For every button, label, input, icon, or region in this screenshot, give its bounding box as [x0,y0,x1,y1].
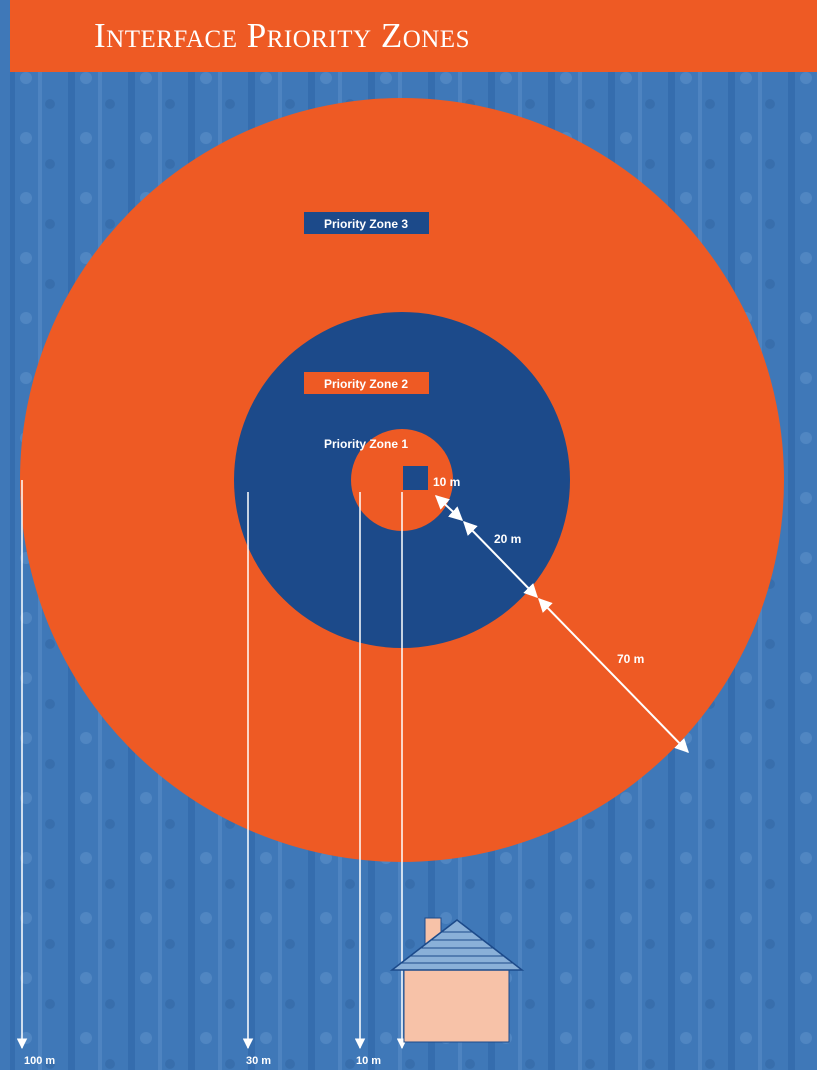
zone-2-width-label: 20 m [494,532,521,546]
zone-2-label-box [304,372,429,394]
zone-3-width-label: 70 m [617,652,644,666]
priority-zone-1-circle [351,429,453,531]
house-footprint [403,466,428,490]
page-title: Interface Priority Zones [94,16,470,55]
zone-3-label: Priority Zone 3 [324,217,408,231]
radius-10m-label: 10 m [356,1055,381,1067]
radius-100m-label: 100 m [24,1055,55,1067]
house-icon [389,917,525,1043]
zone-1-label: Priority Zone 1 [324,437,408,451]
zone-1-width-label: 10 m [433,475,460,489]
radius-30m-label: 30 m [246,1055,271,1067]
zone-3-label-box [304,212,429,234]
zone-3-width-arrow [538,597,689,754]
zone-2-label: Priority Zone 2 [324,377,408,391]
title-banner: Interface Priority Zones [10,0,817,72]
zone-2-width-arrow [463,520,538,599]
zone-1-width-arrow [434,495,464,521]
